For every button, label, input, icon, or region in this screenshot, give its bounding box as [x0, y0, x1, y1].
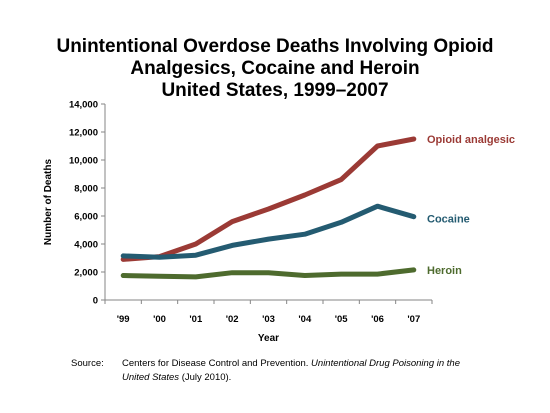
chart-title-line-3: United States, 1999–2007 — [161, 80, 389, 101]
source-note: Source: Centers for Disease Control and … — [71, 357, 511, 385]
y-tick-label: 8,000 — [74, 184, 98, 195]
x-tick-label: '01 — [189, 314, 203, 325]
x-tick-label: '07 — [407, 314, 420, 325]
series-line — [120, 136, 417, 262]
chart-title: Unintentional Overdose Deaths Involving … — [0, 36, 550, 102]
x-tick-label: '99 — [117, 314, 130, 325]
series-label: Heroin — [427, 265, 462, 277]
series-line — [120, 203, 417, 260]
y-tick-label: 6,000 — [74, 212, 98, 223]
y-tick-label: 0 — [93, 296, 98, 307]
source-text-a: Centers for Disease Control and Preventi… — [122, 358, 309, 369]
series-line — [120, 267, 417, 280]
y-tick-label: 4,000 — [74, 240, 98, 251]
x-axis-title: Year — [258, 333, 279, 344]
x-tick-label: '03 — [262, 314, 275, 325]
source-label: Source: — [71, 358, 104, 369]
source-text-d: (July 2010). — [181, 372, 232, 383]
chart-title-line-1: Unintentional Overdose Deaths Involving … — [56, 36, 494, 57]
y-tick-label: 2,000 — [74, 268, 98, 279]
y-tick-label: 14,000 — [69, 100, 98, 111]
series-label: Cocaine — [427, 214, 470, 226]
x-tick-label: '06 — [371, 314, 384, 325]
chart-title-line-2: Analgesics, Cocaine and Heroin — [130, 58, 420, 79]
y-axis-title: Number of Deaths — [43, 159, 54, 246]
source-text-c: United States — [122, 372, 180, 383]
y-tick-label: 10,000 — [69, 156, 98, 167]
source-text-b: Unintentional Drug Poisoning in the — [311, 358, 460, 369]
x-tick-label: '04 — [298, 314, 312, 325]
x-tick-label: '05 — [335, 314, 349, 325]
x-tick-label: '02 — [226, 314, 239, 325]
series-label: Opioid analgesic — [427, 134, 515, 146]
x-tick-label: '00 — [153, 314, 166, 325]
y-tick-label: 12,000 — [69, 128, 98, 139]
